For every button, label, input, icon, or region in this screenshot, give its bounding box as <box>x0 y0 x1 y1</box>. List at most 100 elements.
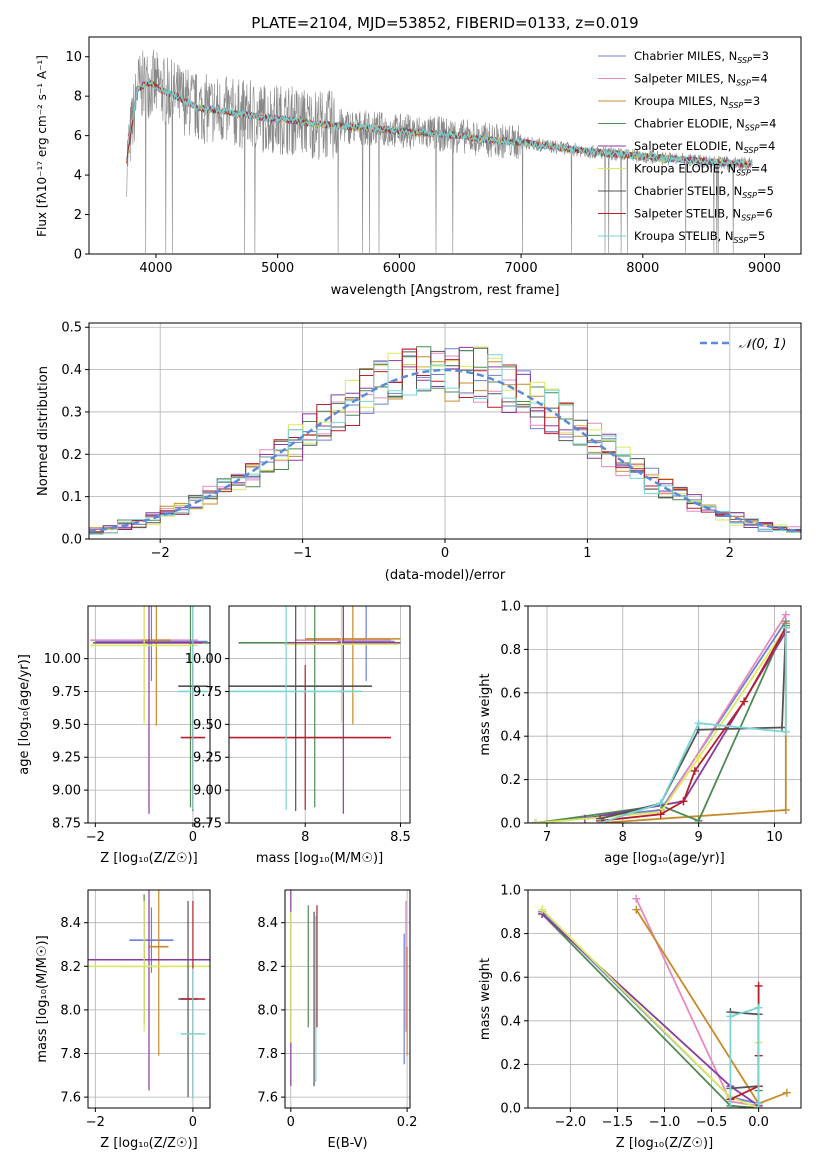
panel-marks <box>88 890 210 1100</box>
ytick-label: 9.75 <box>52 685 81 700</box>
residuals-panel: −2 −1 0 1 2 0.0 0.1 0.2 0.3 0.4 0.5 𝒩(0, 1) (data-… <box>36 321 802 583</box>
xtick-label: −2 <box>86 1115 105 1130</box>
weight-line-0 <box>535 620 787 823</box>
weight-line-6 <box>730 1011 760 1090</box>
ytick-label: 9.50 <box>193 718 222 733</box>
ytick-label: 9.50 <box>52 718 81 733</box>
xtick-label: 0.0 <box>748 1115 769 1130</box>
xtick-label: −1.0 <box>649 1115 681 1130</box>
panel-frame <box>228 605 411 824</box>
xtick-label: 9 <box>694 830 702 845</box>
panel-frame <box>87 889 211 1109</box>
ytick-label: 0.4 <box>500 1014 521 1029</box>
xtick-label: −2.0 <box>555 1115 587 1130</box>
ytick-label: 8.75 <box>52 817 81 832</box>
weight-line-2 <box>599 623 787 823</box>
spectrum-ytick-label: 0 <box>74 248 82 263</box>
residuals-ytick-label: 0.3 <box>61 405 82 420</box>
residuals-ytick-label: 0.4 <box>61 363 82 378</box>
residuals-ticks: −2 −1 0 1 2 0.0 0.1 0.2 0.3 0.4 0.5 <box>61 321 734 561</box>
ytick-label: 7.6 <box>257 1091 278 1106</box>
residuals-legend: 𝒩(0, 1) <box>700 337 786 352</box>
spectrum-panel: 4000 5000 6000 7000 8000 9000 0 2 4 6 8 10 Chabrier… <box>35 36 802 298</box>
xlabel: Z [log₁₀(Z/Z☉)] <box>100 1136 197 1151</box>
ylabel: mass weight <box>478 958 493 1040</box>
ytick-label: 0.0 <box>500 1102 521 1117</box>
xtick-label: 0 <box>287 1115 295 1130</box>
xtick-label: 7 <box>543 830 551 845</box>
ylabel: mass weight <box>478 673 493 755</box>
xtick-label: 0 <box>189 1115 197 1130</box>
legend-label-3: Chabrier ELODIE, NSSP=4 <box>634 117 776 133</box>
spectrum-plot-area <box>126 49 753 254</box>
weight-line-3 <box>535 625 787 823</box>
panel-marks <box>229 606 401 814</box>
ytick-label: 10.00 <box>185 652 222 667</box>
ytick-label: 7.8 <box>60 1047 81 1062</box>
model-spectrum-line-8 <box>132 80 753 168</box>
weight-line-6 <box>599 627 787 820</box>
ytick-label: 8.2 <box>257 960 278 975</box>
panel-marks <box>290 890 408 1087</box>
ytick-label: 0.2 <box>500 1058 521 1073</box>
spectrum-xlabel: wavelength [Angstrom, rest frame] <box>331 283 560 298</box>
spectrum-xtick-label: 6000 <box>383 261 416 276</box>
legend-label-0: Chabrier MILES, NSSP=3 <box>634 49 769 65</box>
ytick-label: 7.8 <box>257 1047 278 1062</box>
legend-label-5: Kroupa ELODIE, NSSP=4 <box>634 162 768 178</box>
residuals-plot-area <box>88 346 802 535</box>
residuals-ytick-label: 0.5 <box>61 321 82 336</box>
residuals-xlabel: (data-model)/error <box>385 568 506 583</box>
spectrum-ytick-label: 8 <box>74 90 82 105</box>
spectrum-ytick-label: 6 <box>74 129 82 144</box>
xtick-label: 0.2 <box>397 1115 418 1130</box>
weight-line-8 <box>729 1006 760 1108</box>
panel-frame <box>527 605 802 824</box>
panel-frame <box>284 889 411 1109</box>
legend-label-2: Kroupa MILES, NSSP=3 <box>634 94 760 110</box>
panel-marks <box>531 610 790 823</box>
xlabel: E(B-V) <box>327 1136 367 1151</box>
residuals-xtick-label: −2 <box>151 546 170 561</box>
xlabel: mass [log₁₀(M/M☉)] <box>256 851 383 866</box>
weight-line-5 <box>541 908 760 1108</box>
spectrum-xtick-label: 5000 <box>261 261 294 276</box>
weight-line-4 <box>584 631 787 820</box>
panel-marks <box>538 894 791 1108</box>
panel-weight_vs_age: 7 8 9 10 0.0 0.2 0.4 0.6 0.8 1.0 age [log₁₀(age/yr… <box>478 600 802 866</box>
residuals-xtick-label: 1 <box>583 546 591 561</box>
ytick-label: 8.75 <box>193 817 222 832</box>
panel-frame <box>87 605 211 824</box>
weight-line-5 <box>535 627 787 823</box>
residuals-ylabel: Normed distribution <box>36 366 51 496</box>
legend-label-6: Chabrier STELIB, NSSP=5 <box>634 184 774 200</box>
ylabel: mass [log₁₀(M/M☉)] <box>35 935 50 1062</box>
xtick-label: −0.5 <box>696 1115 728 1130</box>
ytick-label: 8.4 <box>60 916 81 931</box>
spectrum-ytick-label: 10 <box>65 50 82 65</box>
panel-age_vs_mass: 8 8.5 8.75 9.00 9.25 9.50 9.75 10.00 mass [log₁₀… <box>185 605 411 866</box>
xlabel: Z [log₁₀(Z/Z☉)] <box>616 1136 713 1151</box>
ytick-label: 8.0 <box>60 1003 81 1018</box>
ytick-label: 1.0 <box>500 600 521 615</box>
xlabel: age [log₁₀(age/yr)] <box>604 851 725 866</box>
ytick-label: 0.6 <box>500 686 521 701</box>
residuals-xtick-label: −1 <box>293 546 312 561</box>
residual-histogram-6 <box>89 347 801 534</box>
residuals-ytick-label: 0.2 <box>61 448 82 463</box>
figure-title: PLATE=2104, MJD=53852, FIBERID=0133, z=0… <box>251 14 638 32</box>
residuals-ytick-label: 0.0 <box>61 533 82 548</box>
ytick-label: 0.2 <box>500 773 521 788</box>
ytick-label: 9.75 <box>193 685 222 700</box>
spectrum-xtick-label: 8000 <box>626 261 659 276</box>
spectrum-xtick-label: 7000 <box>505 261 538 276</box>
weight-line-0 <box>541 911 759 1105</box>
spectrum-legend: Chabrier MILES, NSSP=3 Salpeter MILES, NS… <box>598 49 776 245</box>
ytick-label: 8.4 <box>257 916 278 931</box>
spectrum-ticks: 4000 5000 6000 7000 8000 9000 0 2 4 6 8 10 <box>65 50 781 276</box>
xtick-label: 8 <box>619 830 627 845</box>
residuals-ytick-label: 0.1 <box>61 490 82 505</box>
xlabel: Z [log₁₀(Z/Z☉)] <box>100 851 197 866</box>
xtick-label: 8.5 <box>390 830 411 845</box>
normal-curve <box>88 368 802 533</box>
